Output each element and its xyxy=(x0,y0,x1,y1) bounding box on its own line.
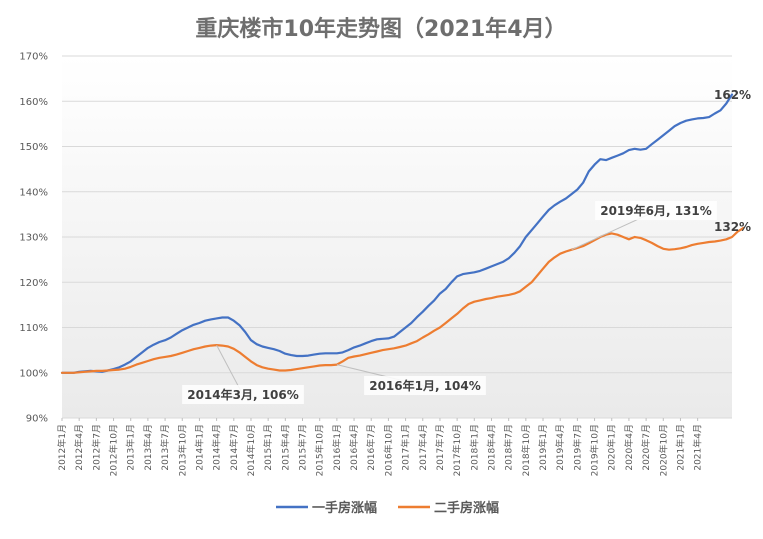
legend-label-1: 一手房涨幅 xyxy=(312,500,377,516)
annotation-box xyxy=(364,376,486,395)
x-tick-label: 2013年1月 xyxy=(125,424,137,471)
chart-title: 重庆楼市10年走势图（2021年4月） xyxy=(195,16,566,42)
x-tick-label: 2013年7月 xyxy=(159,424,171,471)
legend-label-2: 二手房涨幅 xyxy=(434,500,499,516)
x-tick-label: 2016年4月 xyxy=(348,424,360,471)
x-tick-label: 2019年1月 xyxy=(537,424,549,471)
series-line-1 xyxy=(60,93,734,374)
x-tick-label: 2018年7月 xyxy=(503,424,515,471)
x-tick-label: 2017年4月 xyxy=(417,424,429,471)
x-axis: 2012年1月 2012年4月 2012年7月 2012年10月 2013年1月 2013… xyxy=(56,418,704,476)
x-tick-label: 2021年4月 xyxy=(692,424,704,471)
x-tick-label: 2016年1月 xyxy=(331,424,343,471)
y-tick-label: 120% xyxy=(19,278,48,289)
x-tick-label: 2019年4月 xyxy=(554,424,566,471)
x-tick-label: 2012年4月 xyxy=(73,424,85,471)
y-tick-label: 100% xyxy=(19,368,48,379)
x-tick-label: 2012年1月 xyxy=(56,424,68,471)
x-tick-label: 2019年10月 xyxy=(589,424,601,476)
x-tick-label: 2016年7月 xyxy=(365,424,377,471)
x-tick-label: 2016年10月 xyxy=(382,424,394,476)
x-tick-label: 2019年7月 xyxy=(571,424,583,471)
x-tick-label: 2020年1月 xyxy=(606,424,618,471)
x-tick-label: 2015年1月 xyxy=(262,424,274,471)
x-tick-label: 2012年10月 xyxy=(108,424,120,476)
x-tick-label: 2017年7月 xyxy=(434,424,446,471)
series-line-2 xyxy=(60,226,745,374)
x-tick-label: 2020年10月 xyxy=(657,424,669,476)
x-tick-label: 2021年1月 xyxy=(674,424,686,471)
y-tick-label: 90% xyxy=(26,414,48,425)
y-tick-label: 150% xyxy=(19,142,48,153)
x-tick-label: 2018年10月 xyxy=(520,424,532,476)
y-tick-label: 160% xyxy=(19,97,48,108)
y-tick-label: 110% xyxy=(19,323,48,334)
gridlines xyxy=(62,55,732,419)
end-labels: 162% 132% xyxy=(714,88,751,234)
x-tick-label: 2013年10月 xyxy=(176,424,188,476)
x-tick-label: 2015年4月 xyxy=(279,424,291,471)
annotation-label: 2014年3月, 106% xyxy=(187,387,299,402)
x-tick-label: 2013年4月 xyxy=(142,424,154,471)
x-tick-label: 2020年4月 xyxy=(623,424,635,471)
annotations: 2014年3月, 106% 2016年1月, 104% 2019年6月, 131% xyxy=(182,201,717,404)
end-label-1: 162% xyxy=(714,88,751,102)
x-tick-label: 2020年7月 xyxy=(640,424,652,471)
end-label-2: 132% xyxy=(714,220,751,234)
y-axis: 90% 100% 110% 120% 130% 140% 150% 160% 170% xyxy=(19,52,48,425)
x-tick-label: 2012年7月 xyxy=(90,424,102,471)
x-tick-label: 2014年1月 xyxy=(193,424,205,471)
y-tick-label: 170% xyxy=(19,52,48,63)
annotation-box xyxy=(182,385,304,404)
x-tick-label: 2014年10月 xyxy=(245,424,257,476)
annotation-box xyxy=(595,201,717,220)
series-lines xyxy=(60,93,745,374)
x-tick-label: 2014年4月 xyxy=(211,424,223,471)
y-tick-label: 130% xyxy=(19,233,48,244)
x-tick-label: 2017年1月 xyxy=(400,424,412,471)
y-tick-label: 140% xyxy=(19,187,48,198)
x-tick-label: 2015年7月 xyxy=(297,424,309,471)
x-tick-label: 2017年10月 xyxy=(451,424,463,476)
annotation-label: 2016年1月, 104% xyxy=(369,378,481,393)
x-tick-label: 2018年1月 xyxy=(468,424,480,471)
annotation-label: 2019年6月, 131% xyxy=(600,203,712,218)
x-tick-label: 2014年7月 xyxy=(228,424,240,471)
x-tick-label: 2015年10月 xyxy=(314,424,326,476)
x-tick-label: 2018年4月 xyxy=(485,424,497,471)
legend: 一手房涨幅 二手房涨幅 xyxy=(276,500,499,516)
